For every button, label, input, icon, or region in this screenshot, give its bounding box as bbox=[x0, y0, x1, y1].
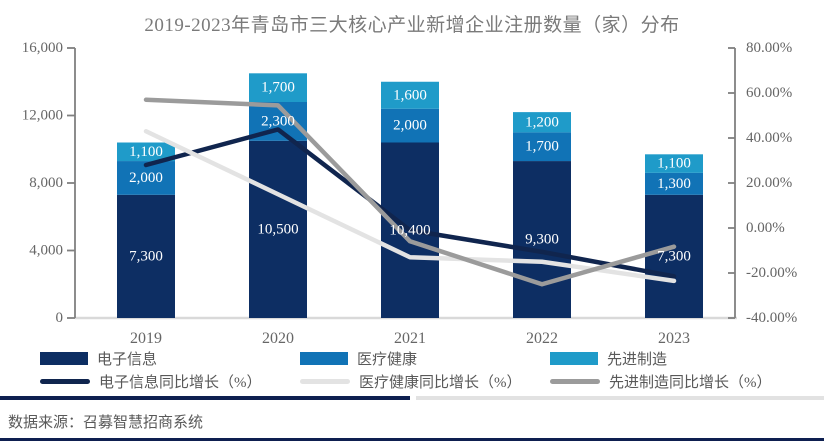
bar-segment-先进制造-2022 bbox=[513, 112, 571, 133]
right-axis-tick-label: 80.00% bbox=[746, 40, 792, 56]
left-axis-tick-label: 8,000 bbox=[29, 175, 63, 191]
bar-segment-电子信息-2020 bbox=[249, 140, 307, 318]
growth-line-医疗健康同比增长（%） bbox=[143, 129, 677, 284]
category-label: 2023 bbox=[658, 330, 690, 347]
bar-value-label: 2,000 bbox=[129, 170, 163, 186]
legend-swatch-advanced-bar bbox=[550, 351, 598, 365]
chart-title: 2019-2023年青岛市三大核心产业新增企业注册数量（家）分布 bbox=[144, 15, 680, 36]
category-label: 2019 bbox=[130, 330, 162, 347]
bar-value-label: 9,300 bbox=[525, 232, 559, 248]
bar-value-label: 1,700 bbox=[525, 139, 559, 155]
left-axis-tick-label: 4,000 bbox=[29, 243, 63, 259]
legend-label: 先进制造 bbox=[607, 351, 668, 368]
right-axis-tick-label: 60.00% bbox=[746, 85, 792, 101]
legend-item-advanced-bar: 先进制造 bbox=[550, 349, 668, 368]
combo-chart-canvas: 16,000 12,000 8,000 4,000 0 80.00% 60.00% 40.00… bbox=[22, 40, 798, 347]
bar-value-label: 1,300 bbox=[657, 176, 691, 192]
bottom-border-bar bbox=[0, 438, 824, 441]
growth-line-先进制造同比增长（%） bbox=[143, 97, 677, 287]
right-axis-tick-label: -20.00% bbox=[746, 265, 797, 281]
bar-value-label: 1,100 bbox=[657, 156, 691, 172]
bar-segment-先进制造-2020 bbox=[249, 73, 307, 102]
bar-segment-电子信息-2023 bbox=[645, 194, 703, 318]
left-axis-tick-label: 0 bbox=[56, 310, 64, 326]
bar-value-label: 1,600 bbox=[393, 87, 427, 103]
legend-swatch-medical-bar bbox=[300, 351, 348, 365]
category-label: 2021 bbox=[394, 330, 426, 347]
legend-swatch-electronic-bar bbox=[40, 351, 88, 365]
legend-swatch-advanced-line bbox=[550, 378, 600, 384]
category-label: 2020 bbox=[262, 330, 294, 347]
bar-value-label: 1,700 bbox=[261, 80, 295, 96]
bar-value-label: 10,500 bbox=[257, 221, 298, 237]
legend-label: 先进制造同比增长（%） bbox=[609, 374, 772, 391]
right-axis-tick-label: 40.00% bbox=[746, 130, 792, 146]
bar-value-label: 2,000 bbox=[393, 118, 427, 134]
legend-swatch-medical-line bbox=[300, 378, 350, 384]
legend-item-advanced-growth-line: 先进制造同比增长（%） bbox=[550, 372, 772, 391]
legend-item-medical-bar: 医疗健康 bbox=[300, 349, 418, 368]
divider-navy-segment bbox=[0, 396, 410, 400]
legend-label: 医疗健康同比增长（%） bbox=[359, 374, 522, 391]
legend-label: 医疗健康 bbox=[357, 351, 418, 368]
legend-item-electronic-growth-line: 电子信息同比增长（%） bbox=[40, 372, 262, 391]
bar-segment-先进制造-2023 bbox=[645, 154, 703, 173]
left-axis-tick-label: 12,000 bbox=[22, 108, 63, 124]
section-divider bbox=[0, 396, 824, 400]
bar-value-label: 1,200 bbox=[525, 114, 559, 130]
legend-label: 电子信息同比增长（%） bbox=[99, 374, 262, 391]
bar-segment-医疗健康-2022 bbox=[513, 132, 571, 162]
bar-segment-电子信息-2019 bbox=[117, 194, 175, 318]
legend-item-medical-growth-line: 医疗健康同比增长（%） bbox=[300, 372, 522, 391]
legend-label: 电子信息 bbox=[97, 351, 158, 368]
bar-value-label: 7,300 bbox=[129, 248, 163, 264]
left-axis-tick-label: 16,000 bbox=[22, 40, 63, 56]
right-axis-tick-label: 0.00% bbox=[746, 220, 785, 236]
legend-item-electronic-bar: 电子信息 bbox=[40, 349, 158, 368]
right-axis-tick-label: -40.00% bbox=[746, 310, 797, 326]
data-source-note: 数据来源：召募智慧招商系统 bbox=[8, 415, 204, 431]
legend-swatch-electronic-line bbox=[40, 378, 90, 384]
bar-value-label: 7,300 bbox=[657, 248, 691, 264]
bar-segment-先进制造-2019 bbox=[117, 142, 175, 162]
bar-segment-医疗健康-2021 bbox=[381, 108, 439, 143]
growth-line-电子信息同比增长（%） bbox=[143, 127, 677, 279]
category-label: 2022 bbox=[526, 330, 558, 347]
bar-value-label: 1,100 bbox=[129, 144, 163, 160]
bar-value-label: 2,300 bbox=[261, 113, 295, 129]
bar-segment-电子信息-2022 bbox=[513, 161, 571, 318]
bar-segment-先进制造-2021 bbox=[381, 81, 439, 109]
bar-value-label: 10,400 bbox=[389, 222, 430, 238]
divider-gray-segment bbox=[416, 396, 824, 400]
right-axis-tick-label: 20.00% bbox=[746, 175, 792, 191]
bar-segment-医疗健康-2023 bbox=[645, 172, 703, 195]
